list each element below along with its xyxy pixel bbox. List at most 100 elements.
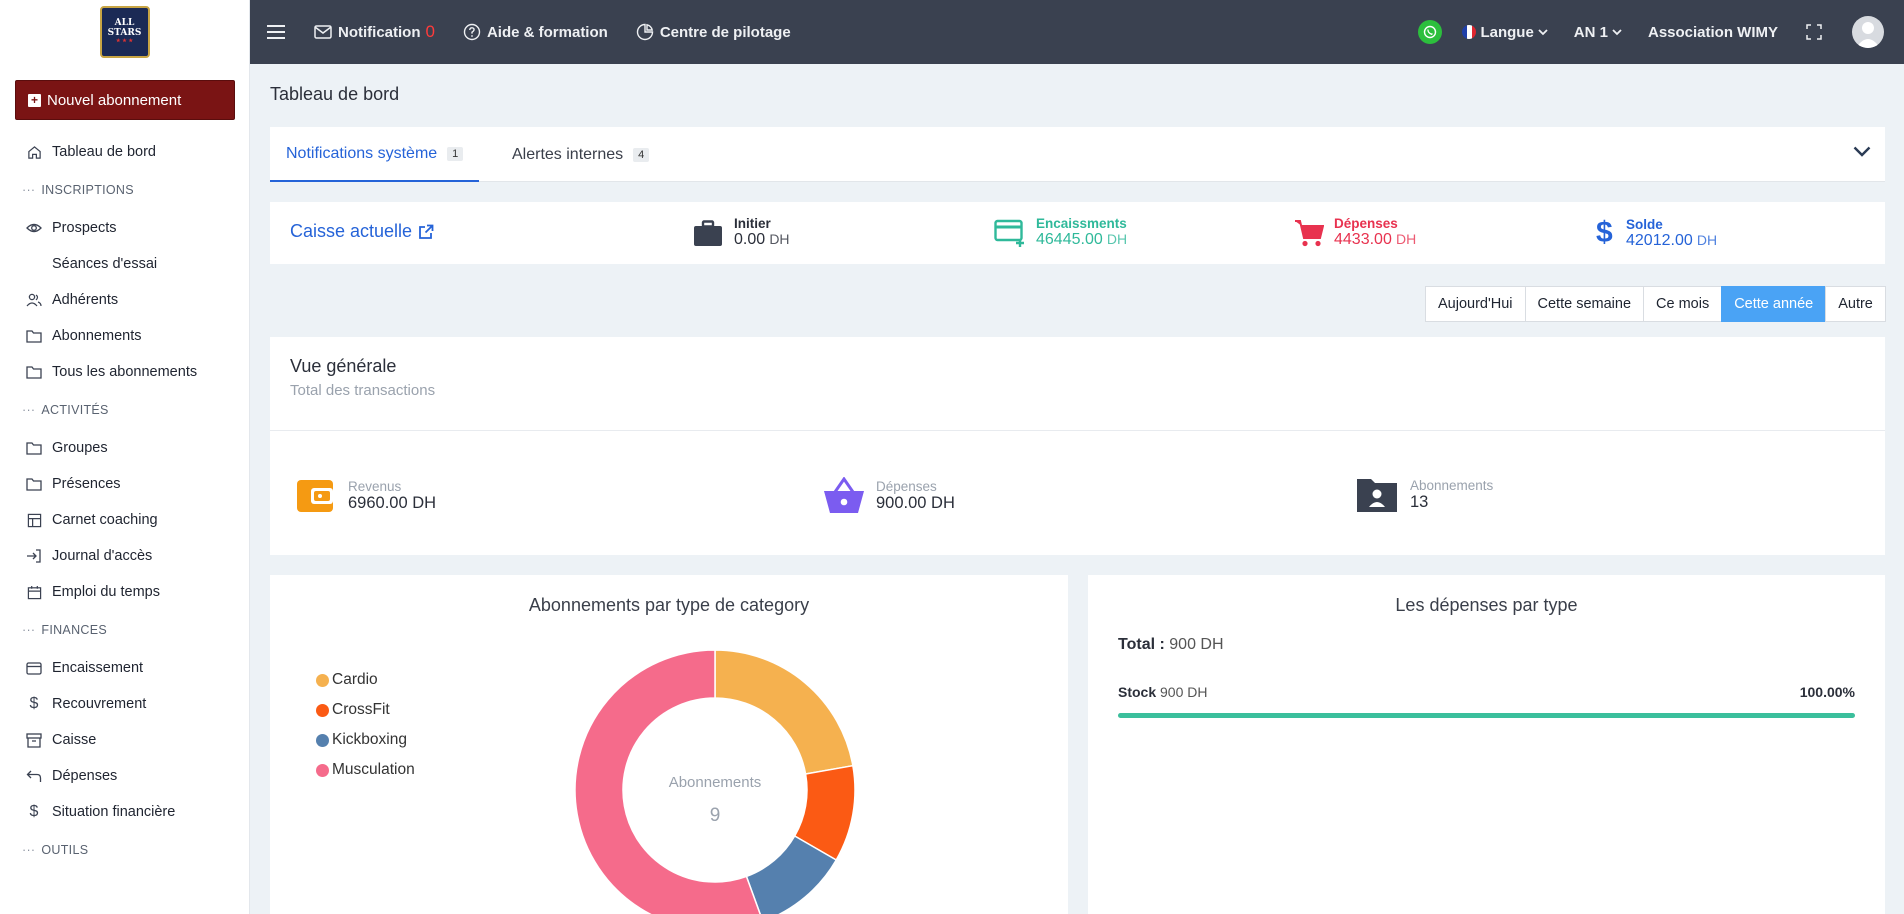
sidebar-item-all-subscriptions[interactable]: Tous les abonnements: [0, 354, 250, 390]
expense-row-percent: 100.00%: [1799, 684, 1855, 700]
caisse-title: Caisse actuelle: [290, 221, 413, 241]
folder-icon: [26, 476, 42, 492]
sidebar-item-access-log[interactable]: Journal d'accès: [0, 538, 250, 574]
expenses-stat: Dépenses 900.00 DH: [822, 477, 955, 515]
period-year-button[interactable]: Cette année: [1721, 286, 1827, 322]
legend-item[interactable]: CrossFit: [316, 695, 415, 725]
envelope-icon: [314, 25, 332, 39]
notification-count: 0: [425, 22, 435, 41]
avatar[interactable]: [1852, 16, 1884, 48]
tab-label: Notifications système: [286, 144, 438, 162]
sidebar-item-attendance[interactable]: Présences: [0, 466, 250, 502]
return-arrow-icon: [26, 768, 42, 784]
sidebar-item-dashboard[interactable]: Tableau de bord: [0, 134, 250, 170]
eye-icon: [26, 220, 42, 236]
income-label: Encaissments: [1036, 216, 1127, 231]
tab-internal-alerts[interactable]: Alertes internes 4: [496, 127, 665, 182]
layout-icon: [26, 512, 42, 528]
period-today-button[interactable]: Aujourd'Hui: [1425, 286, 1526, 322]
section-activities: ··· ACTIVITÉS: [22, 403, 109, 417]
period-month-button[interactable]: Ce mois: [1643, 286, 1723, 322]
period-week-button[interactable]: Cette semaine: [1524, 286, 1645, 322]
dollar-icon: $: [29, 803, 39, 820]
sidebar-item-label: Abonnements: [52, 328, 142, 344]
balance-stat: $ Solde 42012.00 DH: [1596, 216, 1717, 250]
tab-system-notifications[interactable]: Notifications système 1: [270, 127, 480, 182]
legend-swatch: [316, 673, 329, 687]
balance-label: Solde: [1626, 216, 1663, 232]
sidebar-item-label: Tous les abonnements: [52, 364, 198, 380]
sidebar-item-trial-sessions[interactable]: Séances d'essai: [0, 246, 250, 282]
sidebar-item-label: Situation financière: [52, 804, 176, 820]
donut-center-label: Abonnements: [669, 774, 762, 791]
chart-legend: Cardio CrossFit Kickboxing Musculation: [316, 665, 415, 785]
donut-slice-cardio[interactable]: [714, 649, 854, 775]
blank-icon: [26, 256, 42, 272]
sidebar-item-cash-register[interactable]: Caisse: [0, 722, 250, 758]
hamburger-icon: [267, 25, 285, 39]
wallet-icon: [297, 480, 333, 512]
notification-button[interactable]: Notification 0: [314, 22, 435, 42]
sidebar-item-members[interactable]: Adhérents: [0, 282, 250, 318]
expense-progress-bar: [1118, 713, 1855, 718]
dollar-icon: $: [1596, 216, 1613, 249]
sidebar-item-label: Présences: [52, 476, 121, 492]
legend-swatch: [316, 733, 329, 747]
donut-center-value: 9: [710, 805, 721, 826]
sidebar-item-recovery[interactable]: $ Recouvrement: [0, 686, 250, 722]
folder-icon: [26, 440, 42, 456]
whatsapp-icon[interactable]: [1418, 20, 1443, 44]
expense-row-stock: Stock 900 DH 100.00%: [1118, 684, 1855, 700]
legend-item[interactable]: Cardio: [316, 665, 415, 695]
chevron-down-icon: [1612, 28, 1622, 35]
period-other-button[interactable]: Autre: [1825, 286, 1886, 322]
new-subscription-button[interactable]: + Nouvel abonnement: [15, 80, 235, 120]
folder-icon: [26, 328, 42, 344]
legend-item[interactable]: Kickboxing: [316, 725, 415, 755]
help-button[interactable]: Aide & formation: [463, 23, 608, 41]
club-logo[interactable]: ALL STARS ★ ★ ★: [99, 6, 150, 58]
sidebar-item-groups[interactable]: Groupes: [0, 430, 250, 466]
sidebar-item-subscriptions[interactable]: Abonnements: [0, 318, 250, 354]
notifications-tabs: Notifications système 1 Alertes internes…: [270, 127, 1885, 182]
sidebar-item-financial-situation[interactable]: $ Situation financière: [0, 794, 250, 830]
pilot-label: Centre de pilotage: [659, 23, 791, 41]
donut-slice-musculation[interactable]: [574, 649, 763, 914]
section-label: FINANCES: [41, 623, 107, 637]
dollar-icon: $: [29, 695, 39, 712]
legend-label: Kickboxing: [332, 731, 407, 748]
sidebar-item-schedule[interactable]: Emploi du temps: [0, 574, 250, 610]
chevron-down-icon: [1853, 146, 1871, 157]
sidebar-item-expenses[interactable]: Dépenses: [0, 758, 250, 794]
collapse-button[interactable]: [1853, 144, 1871, 161]
expense-unit: DH: [1396, 231, 1417, 247]
sidebar-item-label: Prospects: [52, 220, 117, 236]
french-flag-icon: [1462, 25, 1477, 39]
legend-item[interactable]: Musculation: [316, 755, 415, 785]
fullscreen-button[interactable]: [1806, 24, 1828, 40]
year-dropdown[interactable]: AN 1: [1574, 24, 1622, 41]
sidebar-item-collection[interactable]: Encaissement: [0, 650, 250, 686]
section-finances: ··· FINANCES: [22, 623, 107, 637]
help-label: Aide & formation: [486, 23, 608, 41]
briefcase-icon: [694, 219, 722, 246]
language-dropdown[interactable]: Langue: [1462, 23, 1548, 41]
current-cash-link[interactable]: Caisse actuelle: [290, 221, 434, 242]
subscriptions-value: 13: [1410, 493, 1429, 511]
sidebar-item-coaching-book[interactable]: Carnet coaching: [0, 502, 250, 538]
subscriptions-label: Abonnements: [1410, 478, 1494, 493]
legend-label: CrossFit: [332, 701, 390, 718]
sidebar-item-prospects[interactable]: Prospects: [0, 210, 250, 246]
language-label: Langue: [1480, 23, 1534, 41]
expense-row-value: 900 DH: [1160, 684, 1208, 700]
hamburger-menu-button[interactable]: [266, 24, 292, 40]
sidebar-item-label: Carnet coaching: [52, 512, 158, 528]
association-button[interactable]: Association WIMY: [1648, 24, 1778, 41]
association-label: Association WIMY: [1647, 23, 1778, 41]
pilot-center-button[interactable]: Centre de pilotage: [636, 23, 791, 41]
income-stat: Encaissments 46445.00 DH: [994, 216, 1127, 249]
section-inscriptions: ··· INSCRIPTIONS: [22, 183, 134, 197]
question-icon: [463, 23, 481, 41]
total-value: 900 DH: [1169, 636, 1224, 653]
year-label: AN 1: [1573, 23, 1608, 41]
